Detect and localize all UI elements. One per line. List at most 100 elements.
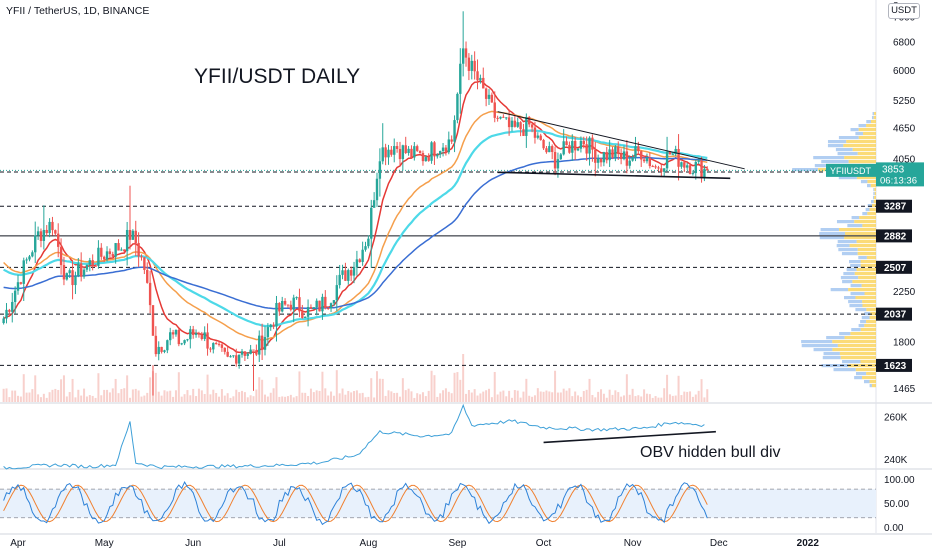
candle[interactable] xyxy=(249,349,252,354)
candle[interactable] xyxy=(91,260,94,266)
candle[interactable] xyxy=(19,282,23,284)
candle[interactable] xyxy=(657,167,660,169)
candle[interactable] xyxy=(88,260,91,265)
candle[interactable] xyxy=(341,270,344,275)
trendline[interactable] xyxy=(497,171,731,180)
level-price-tag[interactable] xyxy=(876,260,912,274)
candle[interactable] xyxy=(62,265,66,280)
candle[interactable] xyxy=(571,141,574,153)
candle[interactable] xyxy=(349,270,353,276)
candle[interactable] xyxy=(352,267,356,276)
candle[interactable] xyxy=(619,153,623,160)
candle[interactable] xyxy=(372,200,376,208)
candle[interactable] xyxy=(171,332,175,335)
candle[interactable] xyxy=(258,335,261,355)
candle[interactable] xyxy=(456,93,459,121)
candle[interactable] xyxy=(235,355,238,364)
candle[interactable] xyxy=(347,270,350,281)
candle[interactable] xyxy=(298,297,301,312)
candle[interactable] xyxy=(120,249,123,251)
candle[interactable] xyxy=(545,148,548,153)
candle[interactable] xyxy=(516,122,519,127)
candle[interactable] xyxy=(191,329,195,335)
candle[interactable] xyxy=(677,148,680,167)
candle[interactable] xyxy=(194,333,198,335)
candle[interactable] xyxy=(482,77,485,89)
candle[interactable] xyxy=(387,149,390,158)
candle[interactable] xyxy=(166,340,169,351)
candle[interactable] xyxy=(25,259,28,261)
candle[interactable] xyxy=(525,116,528,136)
candle[interactable] xyxy=(272,324,275,327)
candle[interactable] xyxy=(507,117,511,128)
candle[interactable] xyxy=(114,243,117,257)
candle[interactable] xyxy=(594,149,597,163)
candle[interactable] xyxy=(410,148,413,158)
candle[interactable] xyxy=(579,140,583,149)
candle[interactable] xyxy=(476,71,479,81)
candle[interactable] xyxy=(418,150,422,154)
candle[interactable] xyxy=(413,146,416,158)
candle[interactable] xyxy=(292,297,295,310)
candle[interactable] xyxy=(306,307,310,317)
candle[interactable] xyxy=(154,335,158,355)
candle[interactable] xyxy=(22,260,25,284)
candle[interactable] xyxy=(473,60,476,72)
candle[interactable] xyxy=(57,233,60,247)
candle[interactable] xyxy=(246,353,249,356)
candle[interactable] xyxy=(304,316,307,318)
candle[interactable] xyxy=(324,296,327,308)
candle[interactable] xyxy=(36,231,40,236)
candle[interactable] xyxy=(329,303,333,309)
candle[interactable] xyxy=(278,302,281,312)
currency-button[interactable]: USDT xyxy=(888,3,920,19)
candle[interactable] xyxy=(232,355,235,357)
candle[interactable] xyxy=(134,230,137,243)
candle[interactable] xyxy=(344,270,347,281)
candle[interactable] xyxy=(5,309,8,319)
candle[interactable] xyxy=(220,344,224,348)
candle[interactable] xyxy=(668,151,672,155)
candle[interactable] xyxy=(260,335,264,350)
candle[interactable] xyxy=(674,148,677,155)
candle[interactable] xyxy=(143,257,146,270)
candle[interactable] xyxy=(34,235,37,253)
candle[interactable] xyxy=(660,168,663,172)
candle[interactable] xyxy=(315,300,318,308)
candle[interactable] xyxy=(453,120,456,142)
candle[interactable] xyxy=(642,159,646,162)
candle[interactable] xyxy=(542,139,545,149)
candle[interactable] xyxy=(42,229,46,241)
candle[interactable] xyxy=(318,300,321,312)
candle[interactable] xyxy=(513,120,517,127)
candle[interactable] xyxy=(427,157,430,161)
candle[interactable] xyxy=(13,290,17,302)
candle[interactable] xyxy=(140,256,143,258)
candle[interactable] xyxy=(332,300,336,304)
candle[interactable] xyxy=(59,246,63,266)
candle[interactable] xyxy=(536,135,540,138)
candle[interactable] xyxy=(240,351,244,355)
candle[interactable] xyxy=(459,63,462,94)
level-price-tag[interactable] xyxy=(876,307,912,321)
candle[interactable] xyxy=(214,343,218,345)
candle[interactable] xyxy=(605,152,608,161)
candle[interactable] xyxy=(82,269,86,277)
candle[interactable] xyxy=(212,343,215,350)
candle[interactable] xyxy=(355,259,359,268)
candle[interactable] xyxy=(146,269,149,283)
candle[interactable] xyxy=(700,160,703,179)
candle[interactable] xyxy=(665,151,669,169)
candle[interactable] xyxy=(556,159,560,169)
candle[interactable] xyxy=(223,347,226,352)
candle[interactable] xyxy=(398,148,402,160)
candle[interactable] xyxy=(283,300,287,305)
candle[interactable] xyxy=(65,273,69,280)
candle[interactable] xyxy=(381,147,384,162)
candle[interactable] xyxy=(614,146,617,158)
candle[interactable] xyxy=(102,256,106,260)
candle[interactable] xyxy=(559,154,563,160)
candle[interactable] xyxy=(79,263,83,277)
candle[interactable] xyxy=(433,142,436,157)
candle[interactable] xyxy=(361,249,364,262)
